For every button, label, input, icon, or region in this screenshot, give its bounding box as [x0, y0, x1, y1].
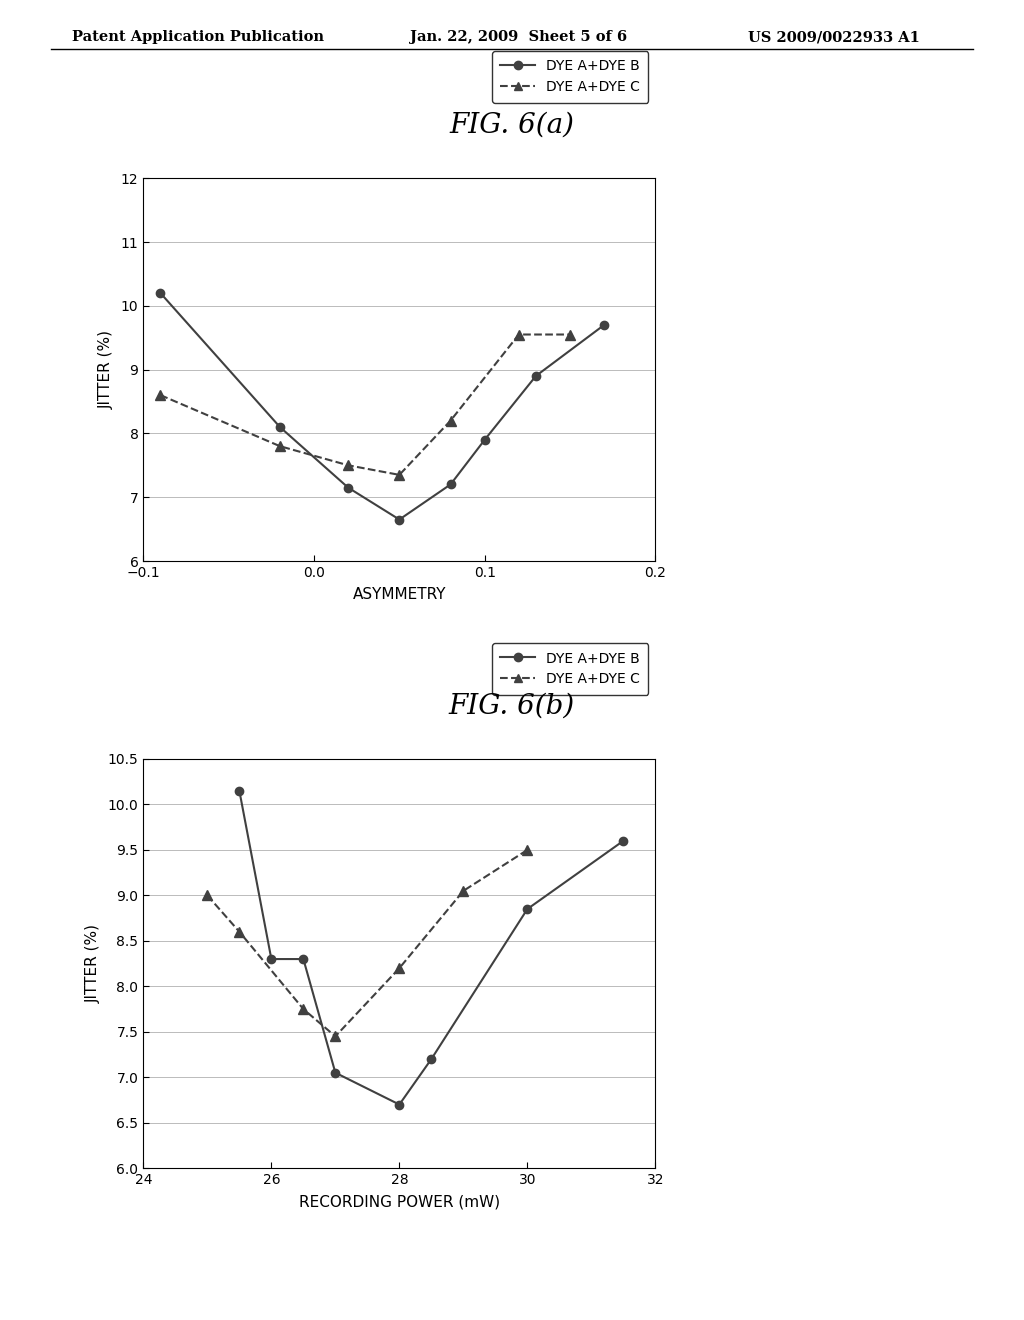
X-axis label: ASYMMETRY: ASYMMETRY [352, 587, 446, 602]
Text: Patent Application Publication: Patent Application Publication [72, 30, 324, 45]
Y-axis label: JITTER (%): JITTER (%) [86, 924, 100, 1003]
Y-axis label: JITTER (%): JITTER (%) [98, 330, 114, 409]
Legend: DYE A+DYE B, DYE A+DYE C: DYE A+DYE B, DYE A+DYE C [493, 51, 648, 103]
Text: FIG. 6(b): FIG. 6(b) [449, 693, 575, 719]
Text: US 2009/0022933 A1: US 2009/0022933 A1 [748, 30, 920, 45]
Legend: DYE A+DYE B, DYE A+DYE C: DYE A+DYE B, DYE A+DYE C [493, 643, 648, 694]
X-axis label: RECORDING POWER (mW): RECORDING POWER (mW) [299, 1195, 500, 1209]
Text: FIG. 6(a): FIG. 6(a) [450, 112, 574, 139]
Text: Jan. 22, 2009  Sheet 5 of 6: Jan. 22, 2009 Sheet 5 of 6 [410, 30, 627, 45]
